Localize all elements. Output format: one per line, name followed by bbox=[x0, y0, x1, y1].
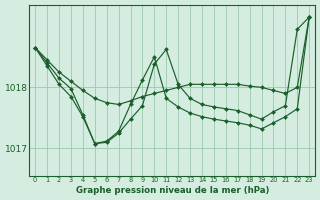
X-axis label: Graphe pression niveau de la mer (hPa): Graphe pression niveau de la mer (hPa) bbox=[76, 186, 269, 195]
